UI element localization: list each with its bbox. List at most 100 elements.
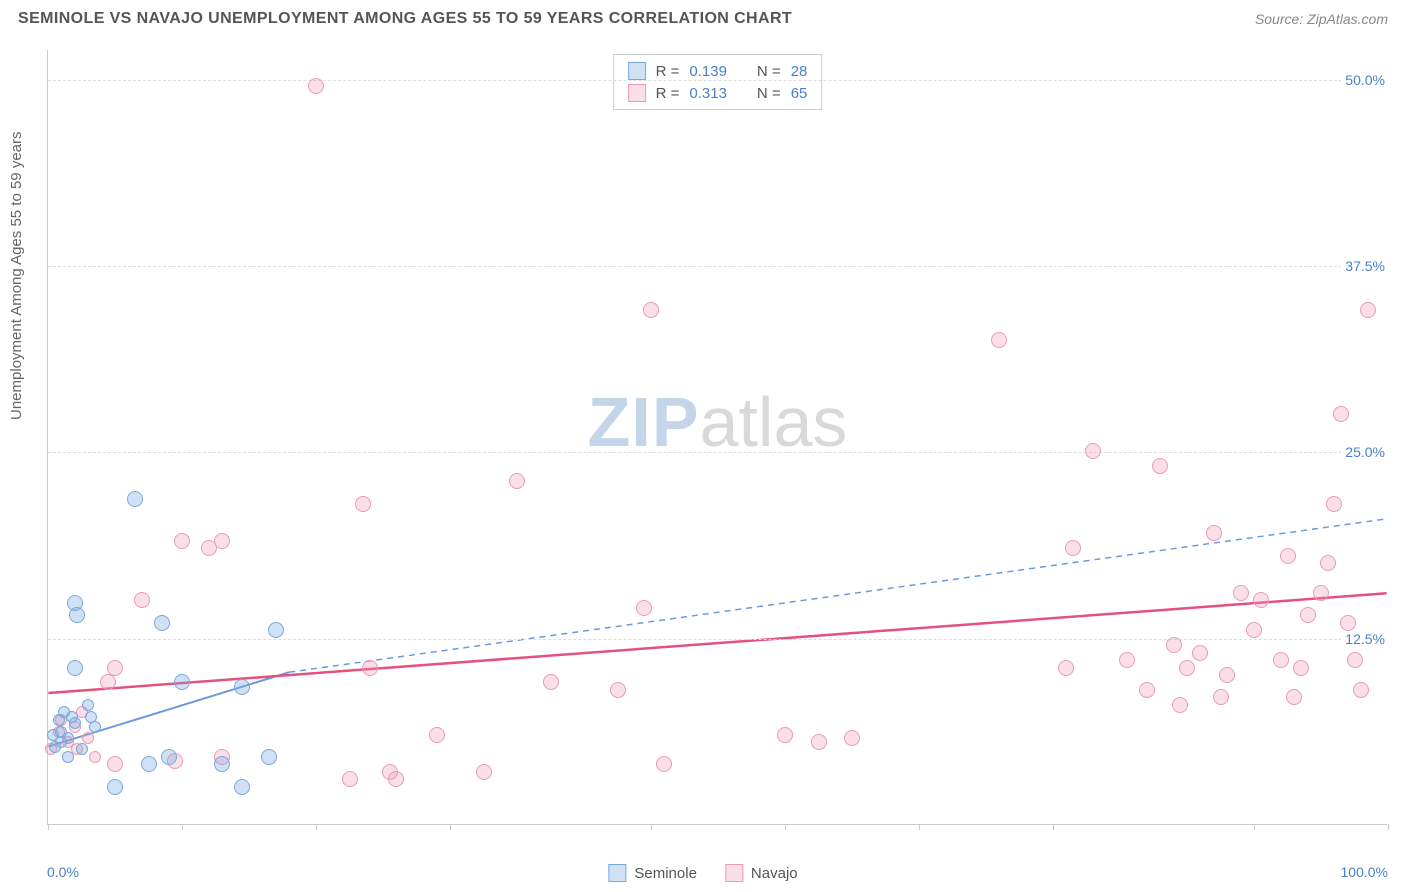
source-label: Source: ZipAtlas.com	[1255, 11, 1388, 27]
x-tick-mark	[1254, 824, 1255, 830]
navajo-point	[174, 533, 190, 549]
seminole-point	[127, 491, 143, 507]
legend-swatch	[608, 864, 626, 882]
x-tick-mark	[450, 824, 451, 830]
watermark: ZIPatlas	[588, 382, 848, 462]
navajo-point	[107, 756, 123, 772]
navajo-point	[610, 682, 626, 698]
seminole-point	[69, 717, 81, 729]
seminole-point	[62, 732, 74, 744]
navajo-point	[1179, 660, 1195, 676]
navajo-point	[1340, 615, 1356, 631]
gridline	[48, 266, 1387, 267]
legend-swatch	[628, 62, 646, 80]
navajo-point	[388, 771, 404, 787]
navajo-point	[1333, 406, 1349, 422]
navajo-point	[89, 751, 101, 763]
navajo-point	[1347, 652, 1363, 668]
legend-swatch	[725, 864, 743, 882]
x-tick-mark	[919, 824, 920, 830]
seminole-point	[234, 779, 250, 795]
navajo-point	[1065, 540, 1081, 556]
seminole-point	[268, 622, 284, 638]
y-axis-label: Unemployment Among Ages 55 to 59 years	[8, 131, 25, 420]
chart-title: SEMINOLE VS NAVAJO UNEMPLOYMENT AMONG AG…	[18, 10, 792, 28]
stats-legend: R =0.139N =28R =0.313N =65	[613, 54, 823, 110]
navajo-point	[643, 302, 659, 318]
legend-item: Seminole	[608, 864, 697, 882]
navajo-point	[1360, 302, 1376, 318]
navajo-point	[1139, 682, 1155, 698]
watermark-zip: ZIP	[588, 383, 700, 461]
navajo-point	[1353, 682, 1369, 698]
navajo-point	[1058, 660, 1074, 676]
navajo-point	[777, 727, 793, 743]
navajo-point	[1286, 689, 1302, 705]
n-value: 65	[791, 85, 808, 102]
r-value: 0.139	[689, 63, 727, 80]
navajo-point	[1219, 667, 1235, 683]
legend-label: Navajo	[751, 865, 798, 882]
navajo-point	[308, 78, 324, 94]
navajo-point	[100, 674, 116, 690]
navajo-point	[214, 533, 230, 549]
navajo-point	[1233, 585, 1249, 601]
x-axis-max: 100.0%	[1341, 864, 1388, 880]
seminole-point	[62, 751, 74, 763]
x-tick-mark	[785, 824, 786, 830]
navajo-point	[362, 660, 378, 676]
navajo-point	[476, 764, 492, 780]
x-tick-mark	[1388, 824, 1389, 830]
x-tick-mark	[651, 824, 652, 830]
seminole-point	[69, 607, 85, 623]
navajo-point	[1206, 525, 1222, 541]
x-tick-mark	[182, 824, 183, 830]
r-label: R =	[656, 85, 680, 102]
n-label: N =	[757, 85, 781, 102]
gridline	[48, 80, 1387, 81]
y-tick-label: 12.5%	[1341, 631, 1389, 647]
legend-swatch	[628, 84, 646, 102]
navajo-point	[636, 600, 652, 616]
navajo-point	[1273, 652, 1289, 668]
navajo-point	[1326, 496, 1342, 512]
seminole-point	[141, 756, 157, 772]
y-tick-label: 25.0%	[1341, 444, 1389, 460]
n-label: N =	[757, 63, 781, 80]
chart-plot-area: ZIPatlas R =0.139N =28R =0.313N =65 12.5…	[47, 50, 1387, 825]
x-axis-min: 0.0%	[47, 864, 79, 880]
legend-item: Navajo	[725, 864, 798, 882]
seminole-point	[261, 749, 277, 765]
navajo-point	[1166, 637, 1182, 653]
seminole-point	[214, 756, 230, 772]
legend-label: Seminole	[634, 865, 697, 882]
y-tick-label: 37.5%	[1341, 258, 1389, 274]
n-value: 28	[791, 63, 808, 80]
r-label: R =	[656, 63, 680, 80]
navajo-point	[355, 496, 371, 512]
navajo-point	[811, 734, 827, 750]
navajo-point	[543, 674, 559, 690]
gridline	[48, 639, 1387, 640]
seminole-point	[174, 674, 190, 690]
navajo-point	[1152, 458, 1168, 474]
navajo-point	[1300, 607, 1316, 623]
navajo-point	[342, 771, 358, 787]
y-tick-label: 50.0%	[1341, 72, 1389, 88]
seminole-point	[161, 749, 177, 765]
watermark-atlas: atlas	[700, 383, 848, 461]
navajo-point	[509, 473, 525, 489]
seminole-point	[107, 779, 123, 795]
navajo-point	[107, 660, 123, 676]
navajo-point	[1119, 652, 1135, 668]
navajo-point	[1172, 697, 1188, 713]
seminole-point	[67, 660, 83, 676]
navajo-point	[429, 727, 445, 743]
navajo-point	[1320, 555, 1336, 571]
stats-row: R =0.313N =65	[628, 82, 808, 104]
x-tick-mark	[48, 824, 49, 830]
navajo-point	[134, 592, 150, 608]
seminole-point	[89, 721, 101, 733]
navajo-point	[1192, 645, 1208, 661]
navajo-point	[1280, 548, 1296, 564]
